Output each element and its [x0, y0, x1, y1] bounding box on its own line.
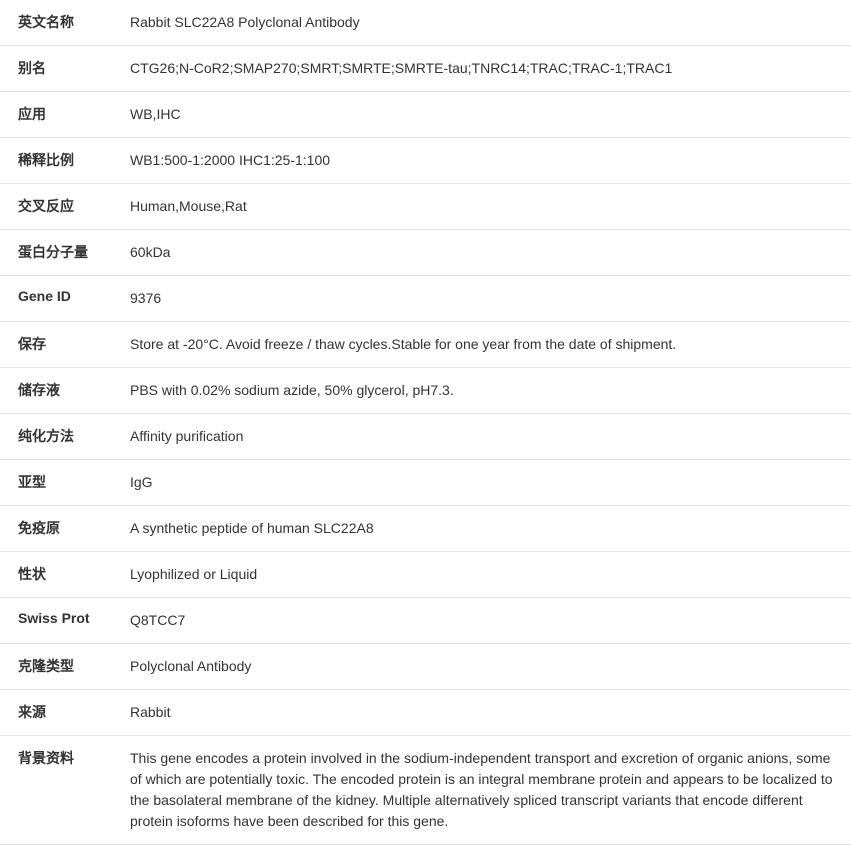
- row-value: Lyophilized or Liquid: [130, 552, 851, 598]
- table-row: 性状 Lyophilized or Liquid: [0, 552, 851, 598]
- row-label: 性状: [0, 552, 130, 598]
- table-row: 背景资料 This gene encodes a protein involve…: [0, 736, 851, 845]
- row-label: 来源: [0, 690, 130, 736]
- row-label: 稀释比例: [0, 138, 130, 184]
- table-row: 免疫原 A synthetic peptide of human SLC22A8: [0, 506, 851, 552]
- table-row: 亚型 IgG: [0, 460, 851, 506]
- table-row: Gene ID 9376: [0, 276, 851, 322]
- table-row: 来源 Rabbit: [0, 690, 851, 736]
- row-label: Swiss Prot: [0, 598, 130, 644]
- row-value: 9376: [130, 276, 851, 322]
- row-label: 交叉反应: [0, 184, 130, 230]
- row-value: Affinity purification: [130, 414, 851, 460]
- row-label: 应用: [0, 92, 130, 138]
- row-label: 背景资料: [0, 736, 130, 845]
- row-label: Gene ID: [0, 276, 130, 322]
- row-value: Q8TCC7: [130, 598, 851, 644]
- row-value: IgG: [130, 460, 851, 506]
- table-row: 保存 Store at -20°C. Avoid freeze / thaw c…: [0, 322, 851, 368]
- table-row: 储存液 PBS with 0.02% sodium azide, 50% gly…: [0, 368, 851, 414]
- row-value: Rabbit: [130, 690, 851, 736]
- row-value: Store at -20°C. Avoid freeze / thaw cycl…: [130, 322, 851, 368]
- table-row: 纯化方法 Affinity purification: [0, 414, 851, 460]
- table-row: 别名 CTG26;N-CoR2;SMAP270;SMRT;SMRTE;SMRTE…: [0, 46, 851, 92]
- table-row: 英文名称 Rabbit SLC22A8 Polyclonal Antibody: [0, 0, 851, 46]
- spec-table: 英文名称 Rabbit SLC22A8 Polyclonal Antibody …: [0, 0, 851, 845]
- row-value: 60kDa: [130, 230, 851, 276]
- table-row: Swiss Prot Q8TCC7: [0, 598, 851, 644]
- row-value: This gene encodes a protein involved in …: [130, 736, 851, 845]
- row-label: 英文名称: [0, 0, 130, 46]
- row-label: 纯化方法: [0, 414, 130, 460]
- table-row: 蛋白分子量 60kDa: [0, 230, 851, 276]
- row-value: A synthetic peptide of human SLC22A8: [130, 506, 851, 552]
- row-value: Rabbit SLC22A8 Polyclonal Antibody: [130, 0, 851, 46]
- row-label: 储存液: [0, 368, 130, 414]
- row-label: 免疫原: [0, 506, 130, 552]
- row-label: 别名: [0, 46, 130, 92]
- table-row: 稀释比例 WB1:500-1:2000 IHC1:25-1:100: [0, 138, 851, 184]
- row-value: WB,IHC: [130, 92, 851, 138]
- row-value: PBS with 0.02% sodium azide, 50% glycero…: [130, 368, 851, 414]
- row-value: Human,Mouse,Rat: [130, 184, 851, 230]
- row-value: WB1:500-1:2000 IHC1:25-1:100: [130, 138, 851, 184]
- table-row: 交叉反应 Human,Mouse,Rat: [0, 184, 851, 230]
- row-value: CTG26;N-CoR2;SMAP270;SMRT;SMRTE;SMRTE-ta…: [130, 46, 851, 92]
- table-row: 应用 WB,IHC: [0, 92, 851, 138]
- row-label: 亚型: [0, 460, 130, 506]
- table-row: 克隆类型 Polyclonal Antibody: [0, 644, 851, 690]
- row-value: Polyclonal Antibody: [130, 644, 851, 690]
- row-label: 蛋白分子量: [0, 230, 130, 276]
- spec-table-body: 英文名称 Rabbit SLC22A8 Polyclonal Antibody …: [0, 0, 851, 845]
- row-label: 克隆类型: [0, 644, 130, 690]
- row-label: 保存: [0, 322, 130, 368]
